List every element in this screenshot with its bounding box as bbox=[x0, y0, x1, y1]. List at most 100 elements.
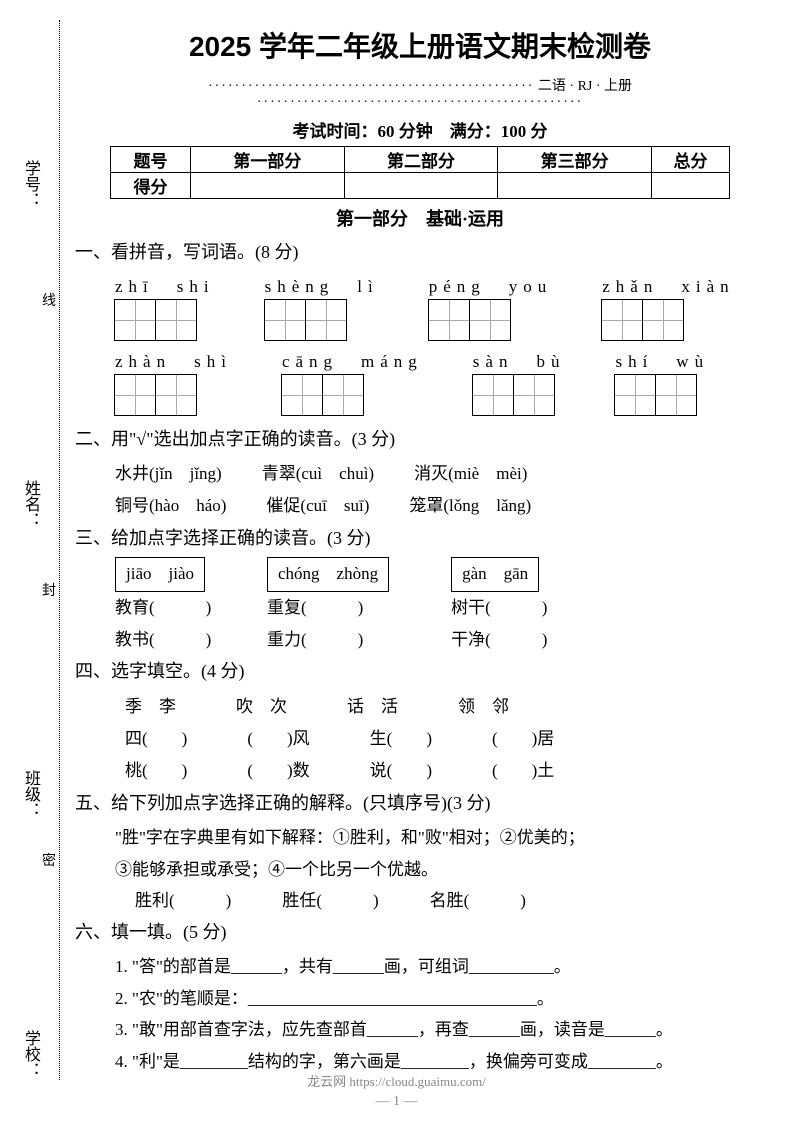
char-cell[interactable] bbox=[472, 374, 514, 416]
q3-head: 三、给加点字选择正确的读音。(3 分) bbox=[75, 523, 765, 554]
char-cell[interactable] bbox=[428, 299, 470, 341]
char-cell[interactable] bbox=[305, 299, 347, 341]
side-label-class: 班级： bbox=[18, 770, 42, 818]
side-mark-line: 线 bbox=[42, 290, 56, 310]
q6-item3: 3. "敢"用部首查字法，应先查部首______，再查______画，读音是__… bbox=[115, 1014, 765, 1045]
dots-right: ········································… bbox=[257, 95, 583, 110]
subtitle-row: ········································… bbox=[75, 75, 765, 111]
char-cell[interactable] bbox=[155, 299, 197, 341]
q2-row2: 铜号(hào háo) 催促(cuī suī) 笼罩(lǒng lǎng) bbox=[115, 490, 765, 522]
char-cell[interactable] bbox=[281, 374, 323, 416]
q6-item1: 1. "答"的部首是______，共有______画，可组词__________… bbox=[115, 951, 765, 982]
td-score-label: 得分 bbox=[111, 173, 191, 199]
q2-item: 水井(jǐn jǐng) bbox=[115, 458, 222, 490]
char-cell[interactable] bbox=[601, 299, 643, 341]
side-mark-seal: 封 bbox=[42, 580, 56, 600]
q4-item: ( )土 bbox=[492, 755, 554, 787]
q4-item: 说( ) bbox=[370, 755, 432, 787]
q4-pair: 吹 次 bbox=[236, 691, 287, 723]
side-label-name: 姓名： bbox=[18, 480, 42, 528]
q1-block: sàn bù bbox=[473, 347, 566, 416]
q6-item2: 2. "农"的笔顺是：_____________________________… bbox=[115, 983, 765, 1014]
th-part2: 第二部分 bbox=[344, 147, 498, 173]
th-part3: 第三部分 bbox=[498, 147, 652, 173]
q1-row2: zhàn shì cāng máng sàn bù shí wù bbox=[115, 347, 765, 416]
footer: 龙云网 https://cloud.guaimu.com/ — 1 — bbox=[0, 1071, 793, 1110]
q2-item: 催促(cuī suī) bbox=[266, 490, 369, 522]
q4-pairs: 季 李 吹 次 话 活 领 邻 bbox=[125, 691, 765, 723]
side-mark-secret: 密 bbox=[42, 850, 56, 870]
char-cell[interactable] bbox=[114, 299, 156, 341]
char-cell[interactable] bbox=[614, 374, 656, 416]
q4-pair: 话 活 bbox=[347, 691, 398, 723]
q4-item: 四( ) bbox=[125, 723, 187, 755]
main-content: 2025 学年二年级上册语文期末检测卷 ····················… bbox=[75, 25, 765, 1077]
score-table: 题号 第一部分 第二部分 第三部分 总分 得分 bbox=[110, 146, 730, 199]
q2-item: 笼罩(lǒng lǎng) bbox=[409, 490, 531, 522]
q2-head: 二、用"√"选出加点字正确的读音。(3 分) bbox=[75, 424, 765, 455]
q4-row1: 四( ) ( )风 生( ) ( )居 bbox=[125, 723, 765, 755]
q3-item: 教书( ) bbox=[115, 630, 211, 649]
q3-item: 树干( ) bbox=[451, 598, 547, 617]
char-cell[interactable] bbox=[114, 374, 156, 416]
q1-block: shí wù bbox=[615, 347, 709, 416]
char-cell[interactable] bbox=[264, 299, 306, 341]
q1-row1: zhī shi shèng lì péng you zhǎn xiàn bbox=[115, 272, 765, 341]
q3-item: 教育( ) bbox=[115, 598, 211, 617]
page-number: — 1 — bbox=[0, 1094, 793, 1110]
q5-body: "胜"字在字典里有如下解释：①胜利，和"败"相对；②优美的； ③能够承担或承受；… bbox=[115, 822, 765, 916]
q1-block: zhī shi bbox=[115, 272, 215, 341]
dots-left: ········································… bbox=[208, 79, 534, 94]
exam-title: 2025 学年二年级上册语文期末检测卷 bbox=[75, 25, 765, 65]
td-score1[interactable] bbox=[191, 173, 345, 199]
q1-head: 一、看拼音，写词语。(8 分) bbox=[75, 237, 765, 268]
q2-row1: 水井(jǐn jǐng) 青翠(cuì chuì) 消灭(miè mèi) bbox=[115, 458, 765, 490]
td-score-total[interactable] bbox=[652, 173, 730, 199]
q2-item: 青翠(cuì chuì) bbox=[262, 458, 374, 490]
q4-head: 四、选字填空。(4 分) bbox=[75, 656, 765, 687]
binding-column: 学号： 线 姓名： 封 班级： 密 学校： bbox=[10, 20, 60, 1080]
q3-box3: gàn gān bbox=[451, 557, 539, 591]
q5-line1: "胜"字在字典里有如下解释：①胜利，和"败"相对；②优美的； bbox=[115, 822, 765, 853]
q1-block: péng you bbox=[429, 272, 553, 341]
th-total: 总分 bbox=[652, 147, 730, 173]
char-cell[interactable] bbox=[655, 374, 697, 416]
q3-item: 重力( ) bbox=[267, 630, 363, 649]
exam-info: 考试时间：60 分钟 满分：100 分 bbox=[75, 117, 765, 142]
q4-item: 桃( ) bbox=[125, 755, 187, 787]
side-label-id: 学号： bbox=[18, 160, 42, 208]
q3-box1: jiāo jiào bbox=[115, 557, 205, 591]
q1-block: cāng máng bbox=[282, 347, 423, 416]
q4-item: 生( ) bbox=[370, 723, 432, 755]
char-cell[interactable] bbox=[513, 374, 555, 416]
subtitle-text: 二语 · RJ · 上册 bbox=[538, 79, 632, 94]
td-score3[interactable] bbox=[498, 173, 652, 199]
char-cell[interactable] bbox=[642, 299, 684, 341]
q1-block: zhǎn xiàn bbox=[602, 272, 734, 341]
q6-body: 1. "答"的部首是______，共有______画，可组词__________… bbox=[115, 951, 765, 1077]
q3-item: 干净( ) bbox=[451, 630, 547, 649]
q1-block: zhàn shì bbox=[115, 347, 232, 416]
q4-item: ( )居 bbox=[492, 723, 554, 755]
q1-block: shèng lì bbox=[265, 272, 379, 341]
q6-head: 六、填一填。(5 分) bbox=[75, 917, 765, 948]
q3-box2: chóng zhòng bbox=[267, 557, 389, 591]
q3-boxes: jiāo jiào 教育( ) 教书( ) chóng zhòng 重复( ) … bbox=[115, 557, 765, 656]
q4-item: ( )风 bbox=[247, 723, 309, 755]
q2-item: 消灭(miè mèi) bbox=[414, 458, 527, 490]
char-cell[interactable] bbox=[469, 299, 511, 341]
q3-item: 重复( ) bbox=[267, 598, 363, 617]
td-score2[interactable] bbox=[344, 173, 498, 199]
th-label: 题号 bbox=[111, 147, 191, 173]
th-part1: 第一部分 bbox=[191, 147, 345, 173]
char-cell[interactable] bbox=[155, 374, 197, 416]
q5-line2: ③能够承担或承受；④一个比另一个优越。 bbox=[115, 854, 765, 885]
q5-line3: 胜利( ) 胜任( ) 名胜( ) bbox=[135, 885, 765, 916]
q4-pair: 季 李 bbox=[125, 691, 176, 723]
char-cell[interactable] bbox=[322, 374, 364, 416]
watermark: 龙云网 https://cloud.guaimu.com/ bbox=[307, 1074, 486, 1089]
q2-item: 铜号(hào háo) bbox=[115, 490, 226, 522]
section1-title: 第一部分 基础·运用 bbox=[75, 205, 765, 231]
q4-row2: 桃( ) ( )数 说( ) ( )土 bbox=[125, 755, 765, 787]
q5-head: 五、给下列加点字选择正确的解释。(只填序号)(3 分) bbox=[75, 788, 765, 819]
